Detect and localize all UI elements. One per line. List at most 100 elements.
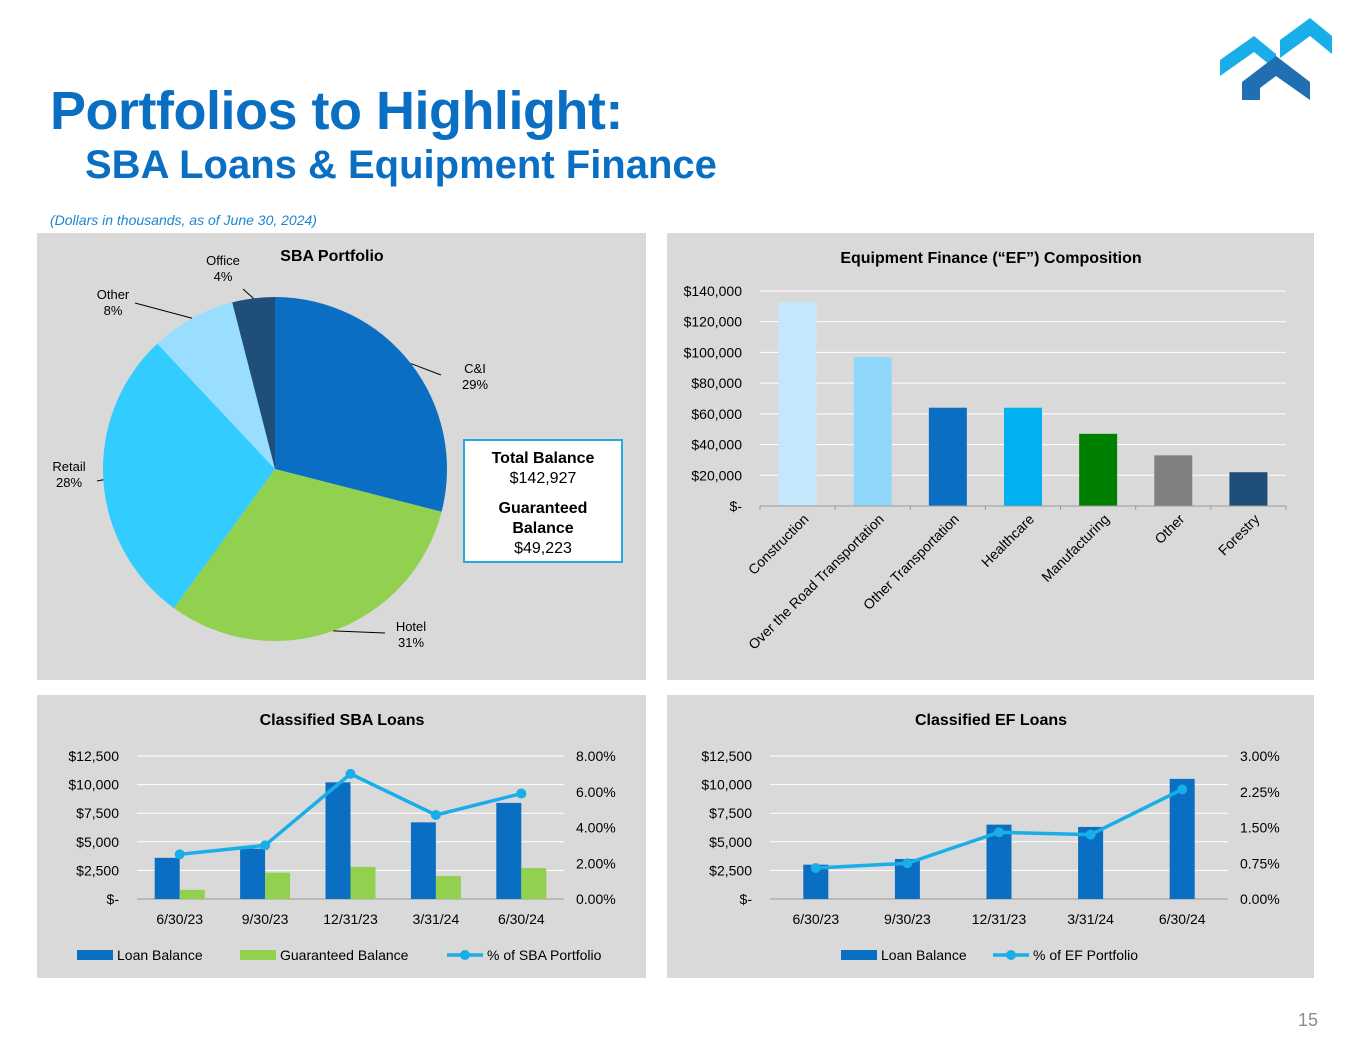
line-point: [174, 849, 185, 860]
bar: [154, 857, 180, 899]
bar: [1169, 778, 1195, 899]
bar: [778, 301, 817, 506]
x-tick-label: 3/31/24: [1067, 911, 1114, 927]
slice-percent: 31%: [398, 635, 424, 650]
chart-title: Equipment Finance (“EF”) Composition: [840, 250, 1141, 267]
guaranteed-balance-label: Guaranteed Balance: [498, 500, 588, 537]
bar: [435, 876, 461, 899]
chart-title: Classified SBA Loans: [260, 712, 425, 729]
y-tick-label: $12,500: [701, 748, 752, 764]
x-tick-label: 9/30/23: [884, 911, 931, 927]
pie-slice: [173, 469, 442, 641]
y2-tick-label: 0.00%: [576, 891, 616, 907]
legend-label: % of SBA Portfolio: [487, 947, 602, 963]
line-point: [810, 863, 821, 874]
pie-slice: [157, 302, 275, 469]
legend-label: Guaranteed Balance: [280, 947, 409, 963]
bar: [265, 872, 291, 899]
legend-swatch: [240, 950, 276, 960]
legend-swatch: [460, 950, 470, 960]
x-tick-label: Construction: [745, 511, 812, 578]
y-tick-label: $120,000: [684, 314, 743, 330]
x-tick-label: 6/30/23: [156, 911, 203, 927]
slice-percent: 28%: [56, 475, 82, 490]
classified-ef-panel: Classified EF Loans $- $2,500 $5,000 $7,500…: [667, 695, 1314, 978]
y-tick-label: $7,500: [76, 805, 119, 821]
legend-label: Loan Balance: [881, 947, 967, 963]
x-tick-label: 12/31/23: [972, 911, 1027, 927]
line-point: [430, 809, 441, 820]
y2-tick-label: 8.00%: [576, 748, 616, 764]
slice-label: Retail: [52, 459, 85, 474]
leader-line: [96, 479, 104, 482]
legend-swatch: [1006, 950, 1016, 960]
x-tick-label: Other: [1151, 511, 1187, 547]
classified-sba-panel: Classified SBA Loans $- $2,500 $5,000 $7,50…: [37, 695, 646, 978]
page-subtitle: SBA Loans & Equipment Finance: [85, 143, 717, 187]
y2-tick-label: 2.00%: [576, 855, 616, 871]
y-tick-label: $-: [740, 891, 753, 907]
slice-label: Office: [206, 253, 240, 268]
bar: [1154, 455, 1193, 506]
guaranteed-balance-value: $49,223: [514, 540, 572, 557]
bar: [179, 889, 205, 899]
slice-percent: 8%: [104, 303, 123, 318]
y2-tick-label: 0.00%: [1240, 891, 1280, 907]
bar: [521, 868, 547, 899]
bar: [496, 802, 522, 899]
leader-line: [333, 630, 386, 634]
y-tick-label: $12,500: [68, 748, 119, 764]
page-number: 15: [1298, 1010, 1319, 1030]
line-point: [260, 840, 271, 851]
legend-label: Loan Balance: [117, 947, 203, 963]
y2-tick-label: 0.75%: [1240, 855, 1280, 871]
slice-label: C&I: [464, 361, 486, 376]
bar: [1079, 433, 1118, 506]
pie-slice: [275, 297, 447, 512]
bar: [325, 782, 351, 899]
slice-label: Other: [97, 287, 130, 302]
classified-ef-chart: Classified EF Loans $- $2,500 $5,000 $7,500…: [701, 712, 1280, 963]
chart-title: SBA Portfolio: [280, 248, 384, 265]
x-tick-label: Forestry: [1215, 511, 1263, 559]
pie-slice: [103, 343, 275, 609]
y2-tick-label: 3.00%: [1240, 748, 1280, 764]
units-note: (Dollars in thousands, as of June 30, 20…: [50, 212, 317, 228]
legend-label: % of EF Portfolio: [1033, 947, 1138, 963]
y-tick-label: $-: [730, 498, 743, 514]
bar: [853, 357, 892, 506]
y-tick-label: $140,000: [684, 283, 743, 299]
line-point: [902, 858, 913, 869]
x-tick-label: 12/31/23: [323, 911, 378, 927]
leader-line: [410, 363, 442, 376]
x-tick-label: 6/30/24: [498, 911, 545, 927]
line-point: [345, 768, 356, 779]
legend-swatch: [841, 950, 877, 960]
y2-tick-label: 2.25%: [1240, 784, 1280, 800]
bar: [240, 848, 266, 899]
y2-tick-label: 4.00%: [576, 820, 616, 836]
company-logo: [1220, 18, 1332, 100]
y-tick-label: $-: [107, 891, 120, 907]
y-tick-label: $80,000: [691, 375, 742, 391]
bar: [1004, 407, 1042, 506]
x-tick-label: Over the Road Transportation: [745, 511, 887, 653]
y-tick-label: $100,000: [684, 344, 743, 360]
bar: [350, 866, 376, 899]
ef-composition-panel: Equipment Finance (“EF”) Composition $- $…: [667, 233, 1314, 680]
y-tick-label: $40,000: [691, 437, 742, 453]
y-tick-label: $5,000: [709, 834, 752, 850]
y-tick-label: $10,000: [68, 777, 119, 793]
x-tick-label: 6/30/24: [1159, 911, 1206, 927]
y-tick-label: $10,000: [701, 777, 752, 793]
y-tick-label: $60,000: [691, 406, 742, 422]
bar: [928, 407, 967, 506]
x-tick-label: 3/31/24: [413, 911, 460, 927]
total-balance-value: $142,927: [509, 470, 577, 487]
slice-percent: 29%: [462, 377, 488, 392]
y2-tick-label: 1.50%: [1240, 820, 1280, 836]
y-tick-label: $2,500: [709, 862, 752, 878]
sba-balance-box: Total Balance $142,927 Guaranteed Balanc…: [463, 439, 623, 563]
ef-composition-chart: Equipment Finance (“EF”) Composition $- $…: [684, 250, 1287, 653]
